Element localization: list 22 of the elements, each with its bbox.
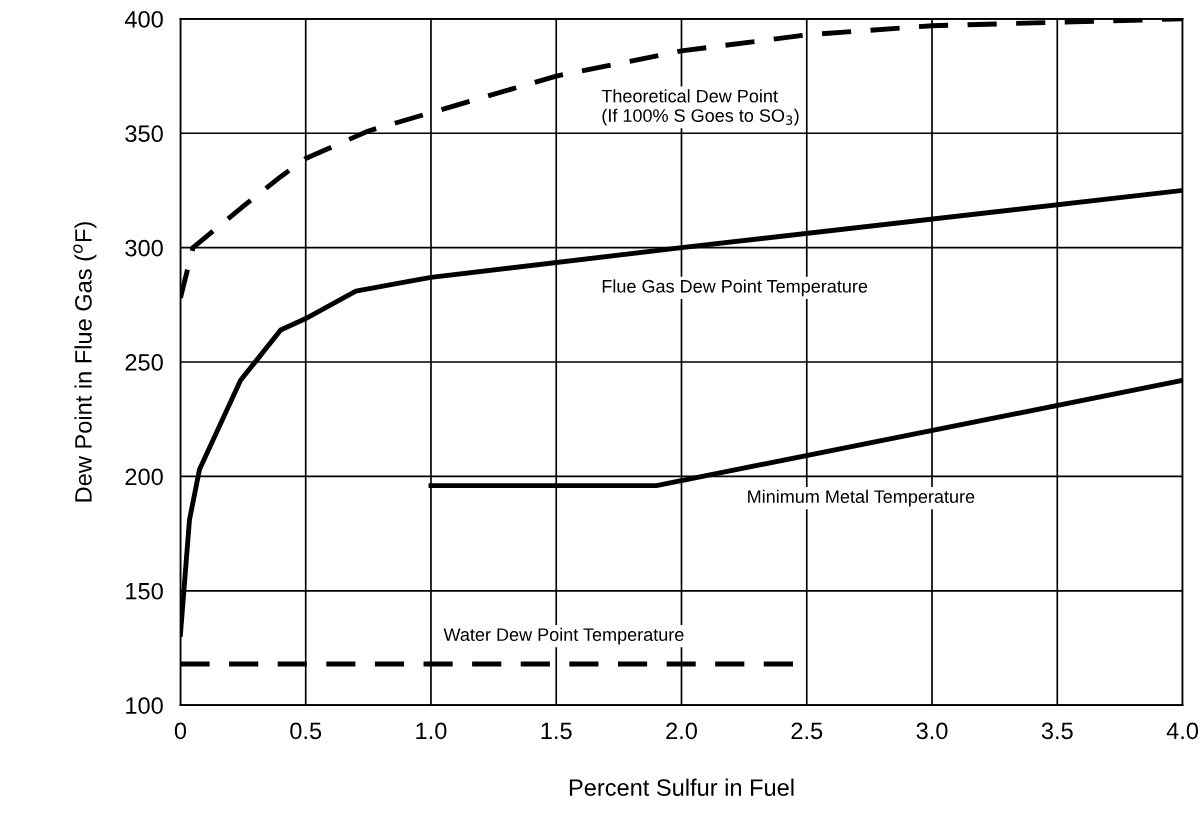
x-tick-label: 2.0 (666, 722, 697, 740)
y-axis-title: Dew Point in Flue Gas ($^{o}$F) (73, 222, 97, 502)
x-tick-label: 3.0 (916, 722, 948, 740)
x-tick-label: 3.5 (1041, 722, 1073, 740)
x-tick-label: 2.5 (791, 722, 823, 740)
y-tick-label: 250 (125, 354, 163, 371)
x-axis-title: Percent Sulfur in Fuel (569, 778, 794, 796)
y-tick-label: 200 (125, 468, 163, 486)
y-tick-label: 350 (125, 125, 163, 143)
x-tick-label: 4.0 (1166, 722, 1199, 740)
y-tick-label: 150 (126, 582, 163, 600)
y-tick-label: 300 (125, 239, 163, 257)
series-label: Theoretical Dew Point (If 100% S Goes to SO$_{3}$) (601, 89, 799, 126)
x-tick-label: 0 (174, 722, 187, 740)
series-label: Flue Gas Dew Point Temperature (602, 279, 868, 297)
series-label: Minimum Metal Temperature (748, 489, 975, 507)
y-tick-label: 400 (124, 10, 163, 28)
y-tick-label: 100 (126, 697, 163, 714)
x-tick-label: 1.0 (416, 722, 447, 740)
x-tick-label: 0.5 (290, 722, 322, 740)
x-tick-label: 1.5 (541, 722, 572, 740)
series-label: Water Dew Point Temperature (443, 627, 684, 645)
